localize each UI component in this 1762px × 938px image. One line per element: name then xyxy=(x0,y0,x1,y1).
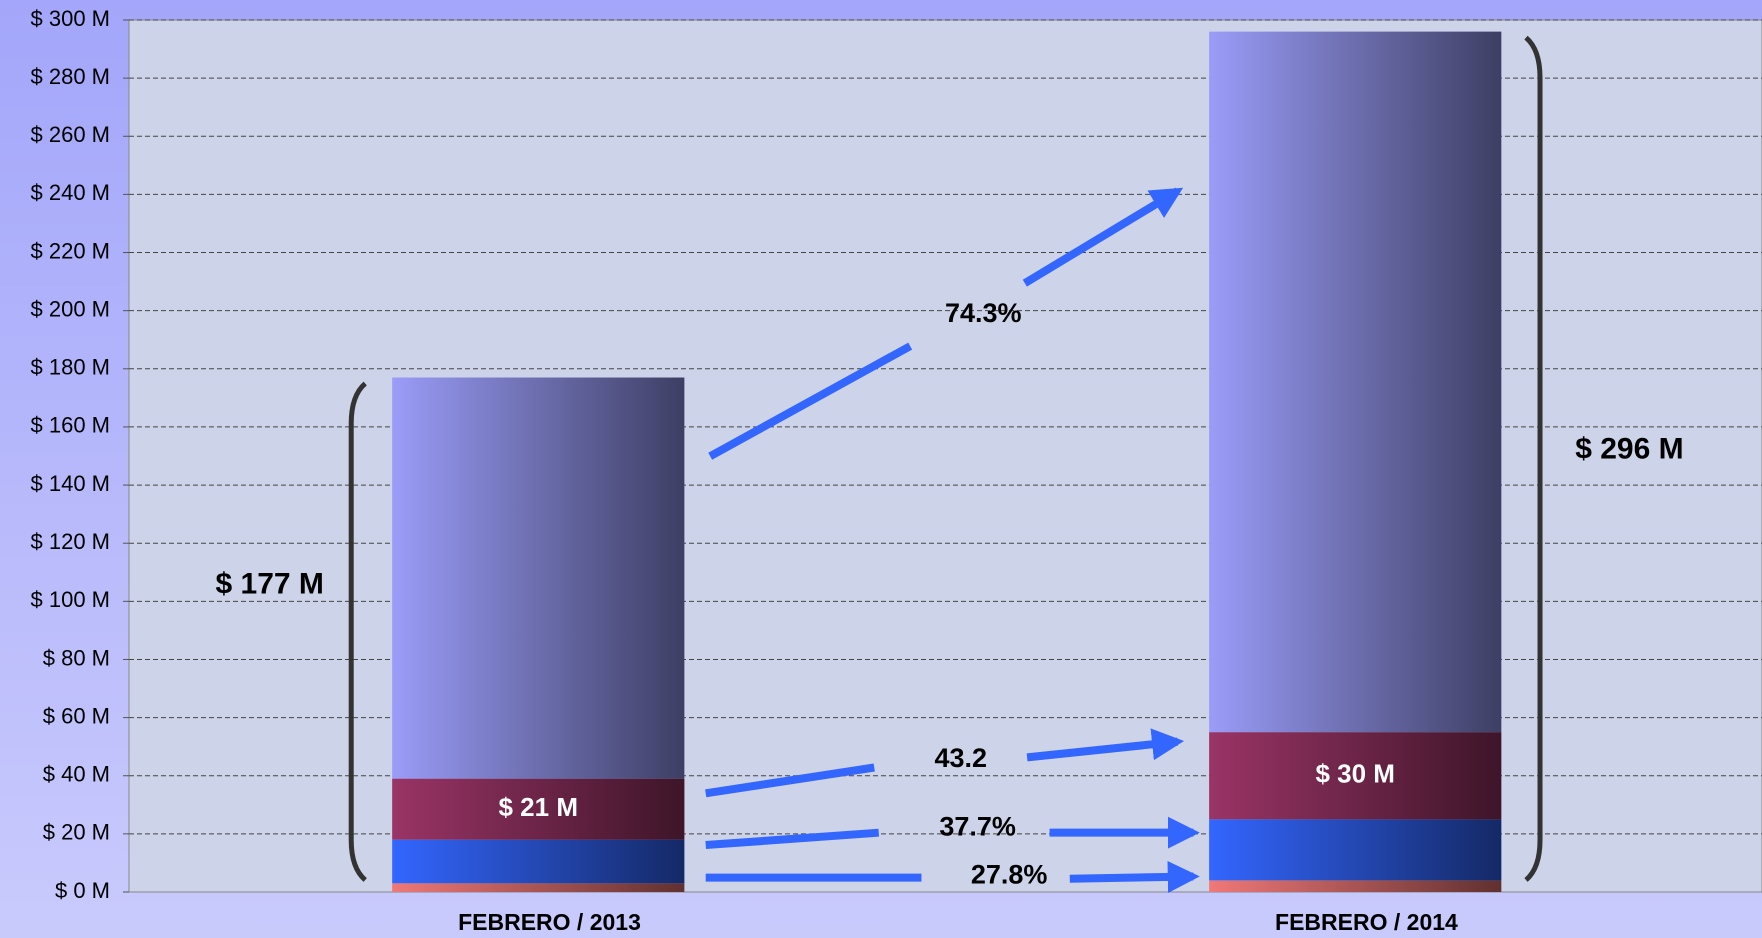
bar-shade xyxy=(392,377,685,779)
total-label: $ 296 M xyxy=(1575,433,1683,466)
y-tick-label: $ 220 M xyxy=(31,238,111,263)
x-tick-label: FEBRERO / 2014 xyxy=(1275,909,1458,935)
growth-arrow xyxy=(1069,860,1200,893)
bar-shade xyxy=(1209,732,1502,820)
y-tick-label: $ 260 M xyxy=(31,122,111,147)
bar-shade xyxy=(392,883,685,892)
bar-shade xyxy=(392,839,685,884)
bar-shade xyxy=(1209,880,1502,892)
y-tick-label: $ 240 M xyxy=(31,180,111,205)
growth-label: 74.3% xyxy=(945,298,1022,328)
y-tick-label: $ 0 M xyxy=(55,878,110,903)
growth-label: 27.8% xyxy=(971,860,1048,890)
growth-arrow xyxy=(708,342,913,460)
total-bracket xyxy=(1524,35,1543,882)
growth-arrow xyxy=(1026,728,1185,762)
value-label: $ 21 M xyxy=(499,792,579,822)
bar-shade xyxy=(1209,31,1502,733)
y-tick-label: $ 140 M xyxy=(31,471,111,496)
y-tick-label: $ 280 M xyxy=(31,64,111,89)
y-tick-label: $ 180 M xyxy=(31,355,111,380)
growth-label: 43.2 xyxy=(935,743,988,773)
y-tick-label: $ 200 M xyxy=(31,296,111,321)
y-tick-label: $ 40 M xyxy=(43,762,110,787)
y-tick-label: $ 160 M xyxy=(31,413,111,438)
y-tick-label: $ 80 M xyxy=(43,645,110,670)
total-bracket xyxy=(348,381,367,882)
y-tick-label: $ 300 M xyxy=(31,6,111,31)
growth-arrow xyxy=(1022,187,1184,287)
y-tick-label: $ 60 M xyxy=(43,703,110,728)
y-tick-label: $ 100 M xyxy=(31,587,111,612)
x-tick-label: FEBRERO / 2013 xyxy=(458,909,641,935)
bar-shade xyxy=(392,778,685,840)
growth-label: 37.7% xyxy=(939,811,1016,841)
bar-shade xyxy=(1209,819,1502,881)
growth-arrow xyxy=(705,763,875,798)
value-label: $ 30 M xyxy=(1315,759,1395,789)
growth-arrow xyxy=(705,828,880,850)
total-label: $ 177 M xyxy=(215,567,323,600)
y-tick-label: $ 20 M xyxy=(43,820,110,845)
y-tick-label: $ 120 M xyxy=(31,529,111,554)
